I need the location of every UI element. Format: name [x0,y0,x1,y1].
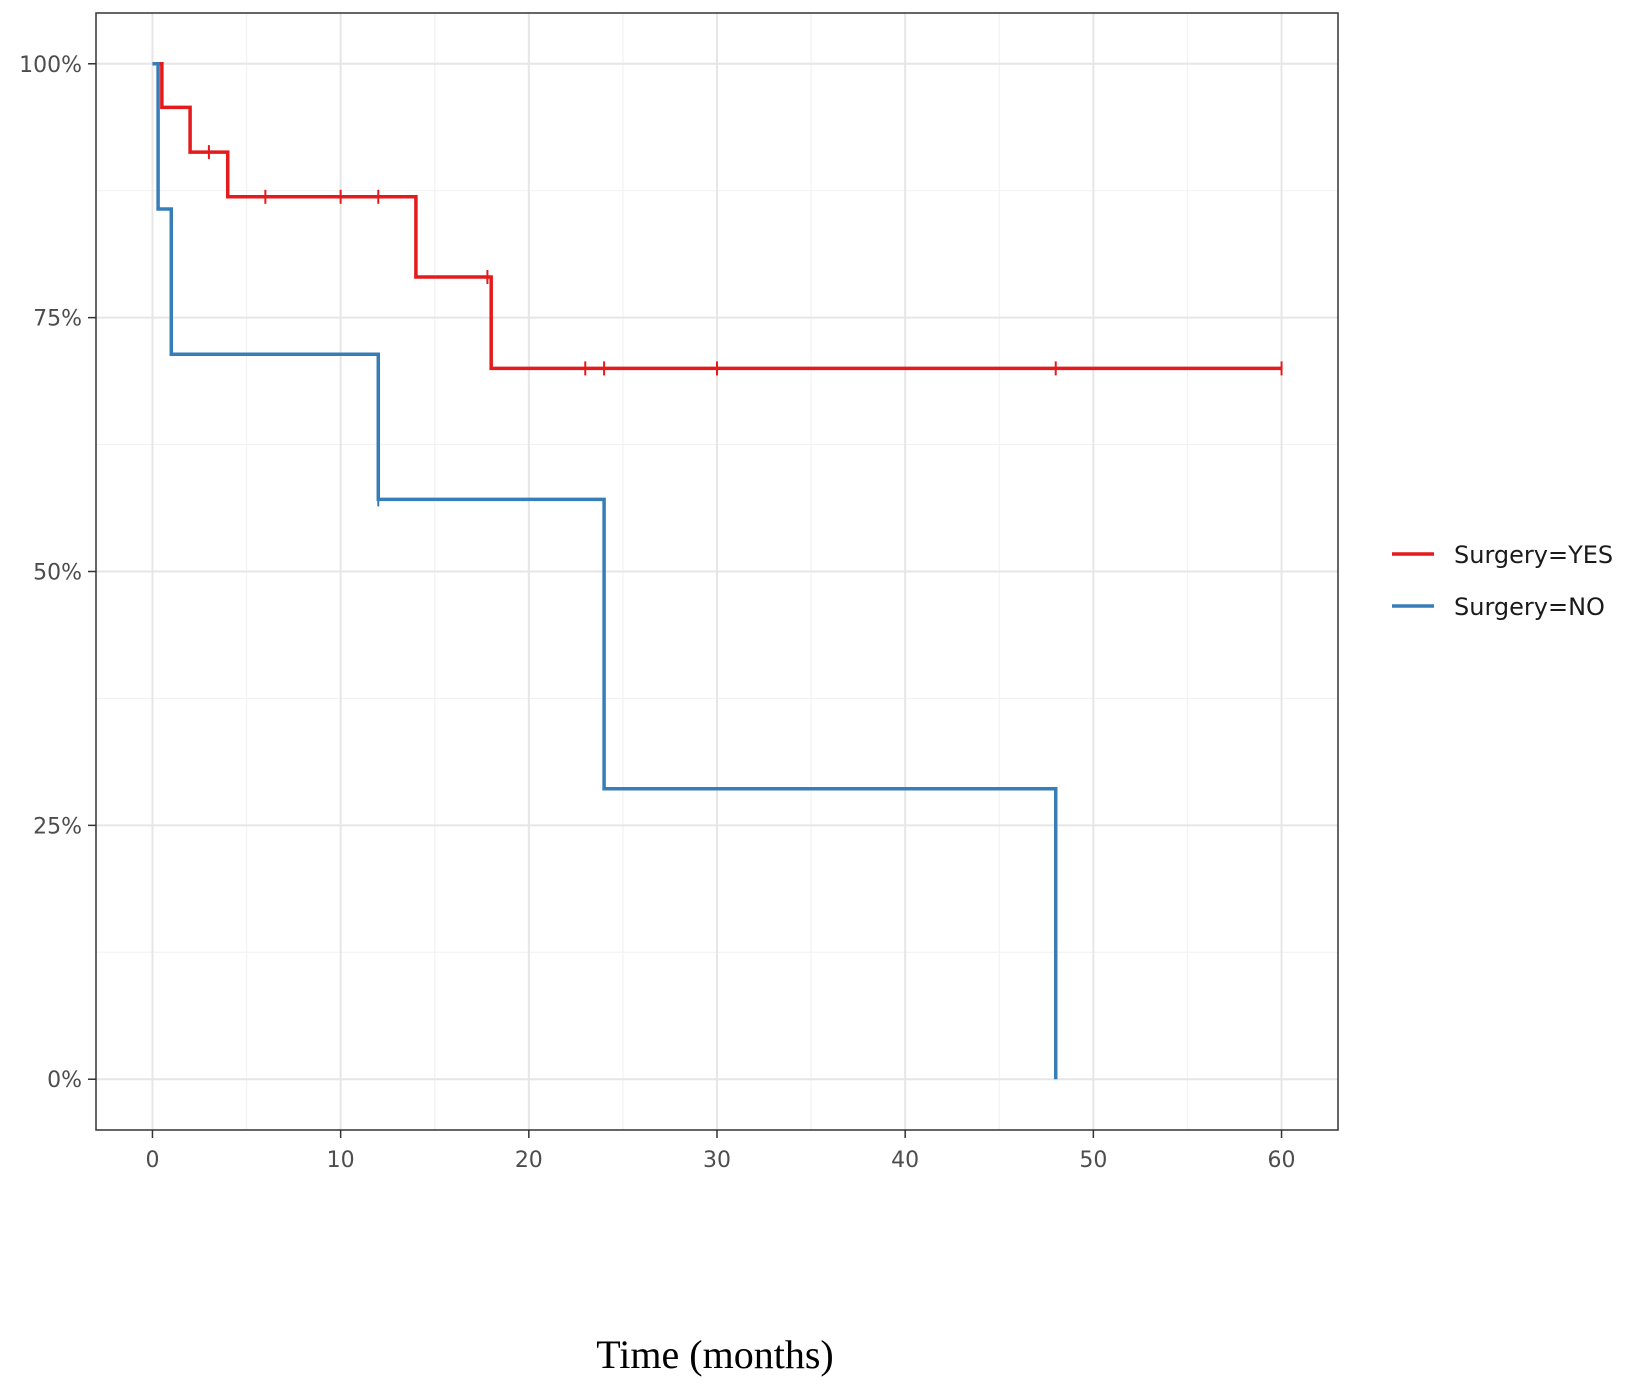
x-tick-label: 60 [1268,1148,1296,1173]
x-tick-label: 40 [891,1148,919,1173]
series-line-1 [152,62,1058,1080]
y-tick-label: 100% [19,53,82,78]
x-axis-title: Time (months) [596,1332,833,1377]
y-tick-label: 75% [33,307,82,332]
legend-label-1: Surgery=NO [1454,593,1605,621]
grid-lines [96,13,1338,1130]
x-tick-label: 30 [703,1148,731,1173]
x-tick-label: 20 [515,1148,543,1173]
axes: 0 10 20 30 40 50 60 0% 25% 50% 75% 100% [19,53,1295,1173]
y-tick-label: 25% [33,814,82,839]
series-lines [152,62,1283,1080]
legend-label-0: Surgery=YES [1454,541,1613,569]
x-tick-label: 0 [145,1148,159,1173]
x-tick-label: 50 [1079,1148,1107,1173]
series-line-0 [152,62,1282,371]
x-tick-label: 10 [327,1148,355,1173]
legend: Surgery=YES Surgery=NO [1392,541,1613,621]
y-tick-label: 50% [33,561,82,586]
y-tick-label: 0% [47,1068,82,1093]
